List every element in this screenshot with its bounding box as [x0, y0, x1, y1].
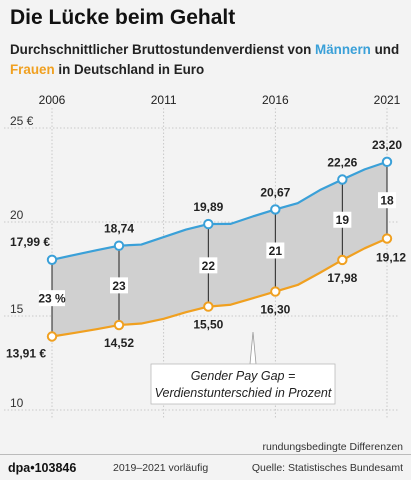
- gap-label-bg: [333, 211, 352, 228]
- women-line: [51, 237, 388, 338]
- gap-connectors: 23 % 23 22 21 19 18: [38, 161, 396, 337]
- women-value-label: 19,12: [376, 251, 406, 265]
- rounding-note: rundungsbedingte Differenzen: [262, 441, 404, 453]
- gap-label: 21: [269, 244, 283, 258]
- y-tick-label: 25 €: [10, 114, 34, 128]
- x-tick-label: 2006: [39, 93, 66, 107]
- men-point: [203, 218, 214, 230]
- y-tick-label: 10: [10, 396, 24, 410]
- women-point: [203, 301, 214, 312]
- gap-label: 22: [202, 259, 216, 273]
- data-labels: 17,99 € 13,91 € 18,74 14,52 19,89 15,50 20,67 1…: [6, 138, 406, 361]
- subtitle-men: Männern: [315, 42, 371, 57]
- women-value-label: 17,98: [327, 271, 357, 285]
- women-value-label: 15,50: [193, 318, 223, 332]
- subtitle-text-1: Durchschnittlicher Bruttostundenverdiens…: [10, 42, 316, 57]
- chart-title: Die Lücke beim Gehalt: [10, 6, 236, 29]
- gap-label: 18: [380, 194, 394, 208]
- gender-pay-gap-annotation: Gender Pay Gap = Verdienstunterschied in …: [150, 331, 336, 405]
- women-value-label: 16,30: [260, 303, 290, 317]
- gap-label-bg: [39, 290, 65, 307]
- gap-label-bg: [266, 242, 285, 259]
- men-value-label: 18,74: [104, 222, 134, 236]
- data-points: [46, 156, 393, 342]
- women-point: [270, 286, 281, 297]
- gap-label: 19: [336, 213, 350, 227]
- men-point: [381, 156, 393, 168]
- men-value-label: 17,99 €: [10, 235, 50, 249]
- source-note: Quelle: Statistisches Bundesamt: [251, 462, 403, 474]
- men-point: [113, 240, 125, 251]
- axis-labels: 10 15 20 25 € 2006 2011 2016 2021: [10, 93, 401, 410]
- women-point: [46, 331, 58, 342]
- men-value-label: 23,20: [372, 138, 402, 152]
- gap-label: 23 %: [38, 292, 66, 306]
- women-point: [113, 319, 125, 331]
- y-tick-label: 20: [10, 208, 24, 222]
- preliminary-note: 2019–2021 vorläufig: [113, 462, 209, 474]
- series-lines: [51, 160, 388, 338]
- annotation-line-1: Gender Pay Gap =: [191, 369, 296, 383]
- x-tick-label: 2021: [374, 93, 401, 107]
- subtitle-text-2: und: [370, 42, 400, 57]
- gap-area: [52, 161, 387, 337]
- men-value-label: 20,67: [260, 185, 290, 199]
- men-value-label: 19,89: [193, 200, 223, 214]
- gap-label-bg: [199, 257, 218, 274]
- subtitle-text-3: in Deutschland in Euro: [54, 62, 205, 77]
- annotation-line-2: Verdienstunterschied in Prozent: [155, 386, 332, 400]
- annotation-pointer: [249, 331, 257, 365]
- gap-label: 23: [112, 279, 126, 293]
- footer-divider: [0, 454, 411, 455]
- chart-subtitle: Durchschnittlicher Bruttostundenverdiens…: [10, 40, 405, 80]
- men-line: [51, 160, 388, 261]
- men-point: [270, 204, 281, 215]
- men-point: [337, 174, 348, 185]
- women-value-label: 13,91 €: [6, 346, 46, 360]
- women-value-label: 14,52: [104, 336, 134, 350]
- women-point: [337, 254, 348, 266]
- gap-label-bg: [378, 192, 396, 209]
- men-point: [46, 254, 58, 265]
- gap-fill: [52, 161, 387, 337]
- y-tick-label: 15: [10, 302, 24, 316]
- annotation-box: [150, 363, 336, 405]
- women-point: [381, 233, 393, 244]
- dpa-logo: dpa•103846: [8, 461, 77, 475]
- x-tick-label: 2011: [151, 93, 177, 107]
- subtitle-women: Frauen: [10, 62, 55, 77]
- men-value-label: 22,26: [327, 156, 357, 170]
- gap-label-bg: [110, 277, 128, 294]
- x-tick-label: 2016: [262, 93, 289, 107]
